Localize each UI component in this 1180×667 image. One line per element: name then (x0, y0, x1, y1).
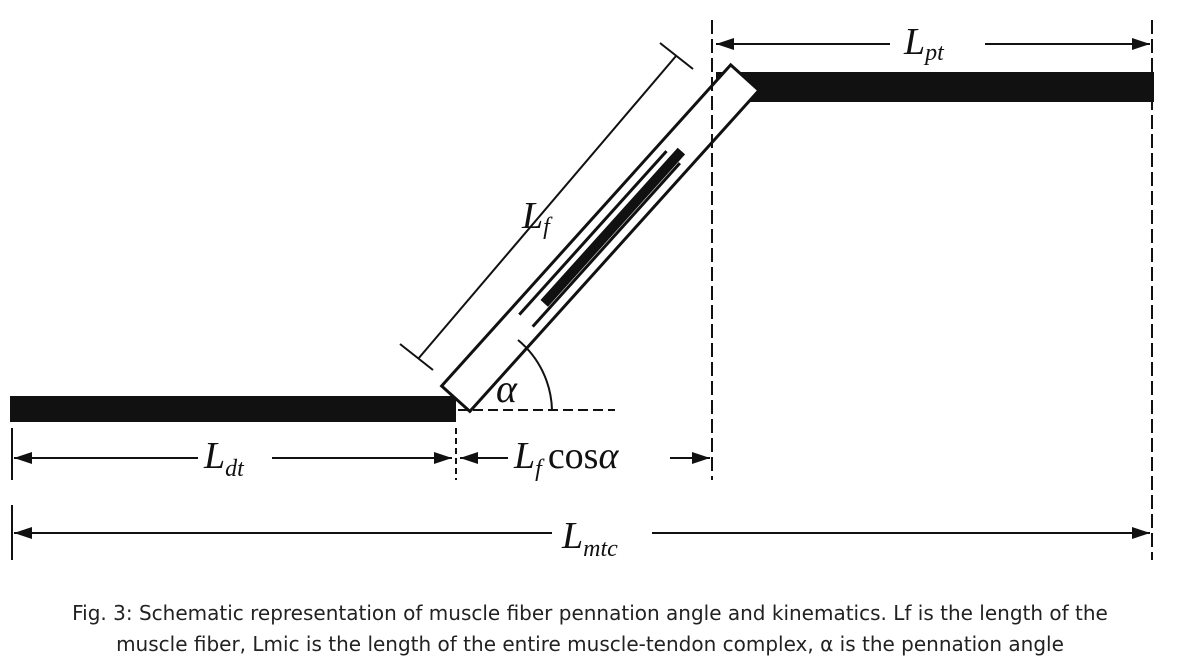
fiber-inner-line-lower (531, 162, 682, 328)
label-l-f-cos-alpha: Lf cosα (513, 435, 619, 482)
fiber-length-dimension (399, 42, 694, 371)
sarcomere-core (540, 147, 686, 307)
fiber-inner-line-upper (518, 150, 668, 316)
caption-line-2: muscle fiber, Lmic is the length of the … (116, 632, 1064, 656)
muscle-pennation-diagram: Lf α Lpt Ldt Lf cosα (10, 20, 1154, 562)
label-l-mtc: Lmtc (561, 515, 618, 562)
label-l-f: Lf (521, 195, 553, 240)
figure-caption: Fig. 3: Schematic representation of musc… (0, 598, 1180, 660)
label-l-pt: Lpt (903, 21, 945, 66)
muscle-fiber (439, 62, 762, 414)
fiber-projection-dimension (460, 452, 710, 464)
distal-tendon-bar (10, 396, 456, 422)
label-alpha: α (496, 366, 518, 411)
muscle-tendon-complex-dimension (14, 527, 1150, 539)
label-l-dt: Ldt (203, 435, 245, 482)
proximal-tendon-bar (716, 72, 1154, 102)
proximal-tendon-dimension (716, 38, 1150, 50)
distal-tendon-dimension (14, 452, 452, 464)
caption-line-1: Fig. 3: Schematic representation of musc… (72, 601, 1108, 625)
pennation-angle-arc (517, 339, 553, 411)
